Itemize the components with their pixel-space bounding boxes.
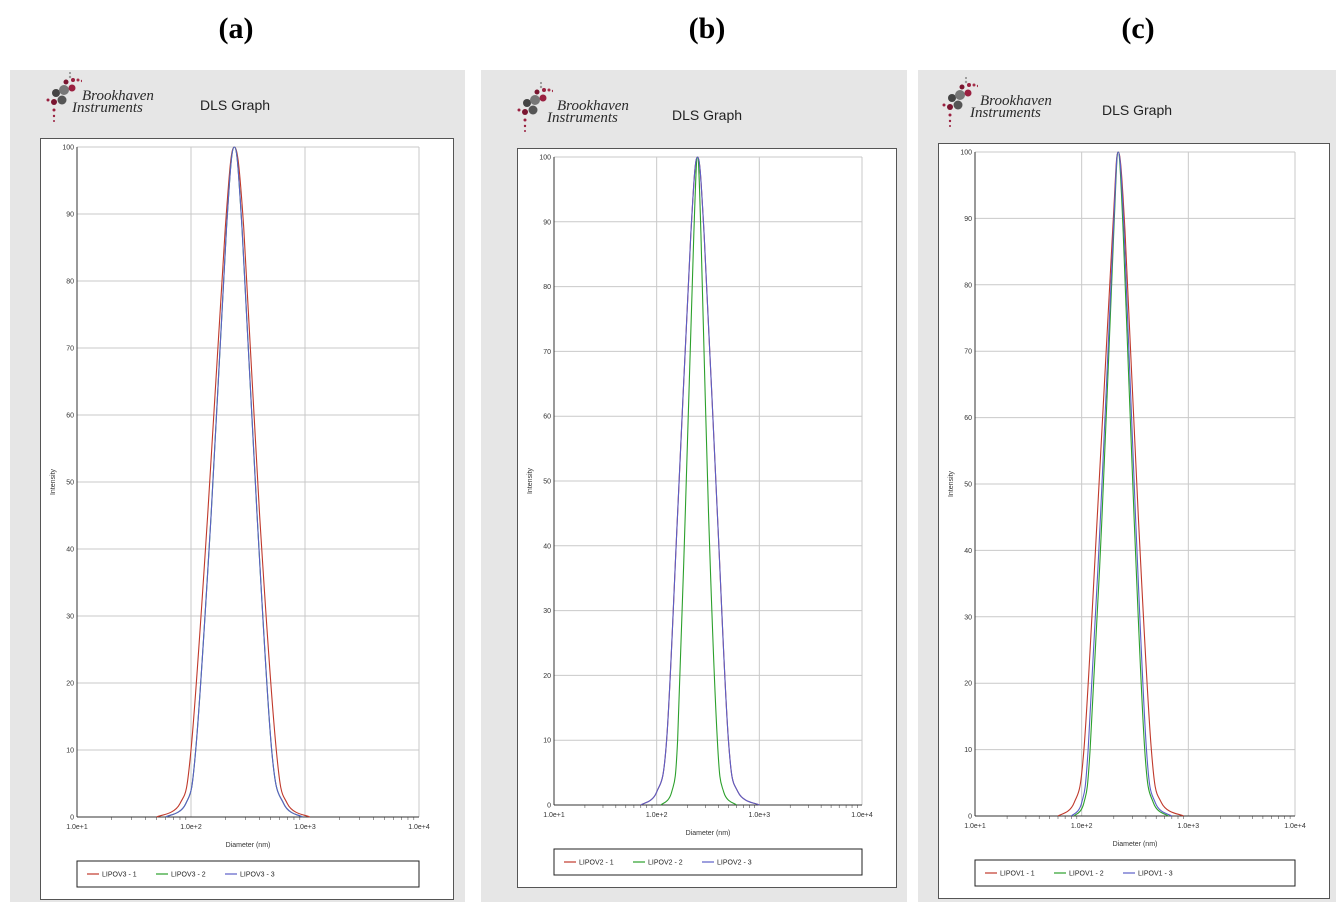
x-axis-label: Diameter (nm) xyxy=(226,842,271,849)
x-tick-label: 1.0e+3 xyxy=(749,812,771,819)
y-tick-label: 80 xyxy=(66,279,74,286)
y-axis-label: Intensity xyxy=(948,470,955,497)
y-tick-label: 60 xyxy=(543,414,551,421)
chart-svg: 0 10 20 30 40 50 60 70 80 90 100 1.0e+1 1.0e+2 1.0e+3… xyxy=(527,155,873,876)
graph-title: DLS Graph xyxy=(200,97,271,113)
legend-label: LIPOV3 - 2 xyxy=(171,872,206,879)
brookhaven-logo xyxy=(513,80,555,143)
x-axis-label: Diameter (nm) xyxy=(1113,841,1158,848)
series-line xyxy=(640,156,760,806)
x-tick-label: 1.0e+1 xyxy=(964,823,986,830)
y-tick-label: 60 xyxy=(66,413,74,420)
panel-label-b: (b) xyxy=(688,12,726,45)
legend-label: LIPOV2 - 3 xyxy=(717,860,752,867)
y-tick-label: 0 xyxy=(547,803,551,810)
plot-frame: 0 10 20 30 40 50 60 70 80 90 100 1.0e+1 1.0e+2 1.0e+3… xyxy=(40,138,454,900)
y-tick-label: 100 xyxy=(539,155,551,162)
x-tick-label: 1.0e+2 xyxy=(1071,823,1093,830)
dls-panel-a: Brookhaven Instruments DLS Graph 0 10 20 30… xyxy=(10,70,465,902)
y-tick-label: 20 xyxy=(66,681,74,688)
y-tick-label: 0 xyxy=(70,815,74,822)
plot-frame: 0 10 20 30 40 50 60 70 80 90 100 1.0e+1 1.0e+2 1.0e+3… xyxy=(517,148,897,888)
chart-svg: 0 10 20 30 40 50 60 70 80 90 100 1.0e+1 1.0e+2 1.0e+3… xyxy=(50,145,430,888)
y-tick-label: 40 xyxy=(66,547,74,554)
brookhaven-logo-icon xyxy=(517,82,555,132)
y-tick-label: 20 xyxy=(543,673,551,680)
y-tick-label: 0 xyxy=(968,814,972,821)
y-tick-label: 70 xyxy=(964,349,972,356)
legend-label: LIPOV2 - 2 xyxy=(648,860,683,867)
y-tick-label: 100 xyxy=(960,150,972,157)
panel-label-a: (a) xyxy=(218,12,254,45)
series-line xyxy=(1070,151,1173,817)
x-tick-label: 1.0e+1 xyxy=(543,812,565,819)
x-tick-label: 1.0e+3 xyxy=(1178,823,1200,830)
y-axis-label: Intensity xyxy=(527,467,534,494)
legend-label: LIPOV1 - 3 xyxy=(1138,871,1173,878)
y-tick-label: 10 xyxy=(964,747,972,754)
brookhaven-logo-icon xyxy=(942,77,980,127)
legend-label: LIPOV3 - 3 xyxy=(240,872,275,879)
legend-label: LIPOV2 - 1 xyxy=(579,860,614,867)
y-axis-label: Intensity xyxy=(50,468,57,495)
y-tick-label: 30 xyxy=(543,608,551,615)
x-tick-label: 1.0e+3 xyxy=(294,824,316,831)
brand-name-line2: Instruments xyxy=(72,100,143,116)
plot-frame: 0 10 20 30 40 50 60 70 80 90 100 1.0e+1 1.0e+2 1.0e+3… xyxy=(938,143,1330,899)
x-tick-label: 1.0e+2 xyxy=(180,824,202,831)
brookhaven-logo-icon xyxy=(46,72,84,122)
x-tick-label: 1.0e+4 xyxy=(1284,823,1306,830)
brand-name-line1: Brookhaven xyxy=(82,88,154,104)
y-tick-label: 60 xyxy=(964,415,972,422)
brand-name-line1: Brookhaven xyxy=(557,98,629,114)
panel-label-c: (c) xyxy=(1121,12,1155,45)
dls-panel-b: Brookhaven Instruments DLS Graph 0 10 20 30… xyxy=(481,70,907,902)
y-tick-label: 100 xyxy=(62,145,74,152)
y-tick-label: 90 xyxy=(964,216,972,223)
brand-name-line2: Instruments xyxy=(547,110,618,126)
graph-title: DLS Graph xyxy=(1102,102,1173,118)
y-tick-label: 50 xyxy=(543,479,551,486)
legend-label: LIPOV1 - 1 xyxy=(1000,871,1035,878)
y-tick-label: 90 xyxy=(543,219,551,226)
y-tick-label: 30 xyxy=(964,614,972,621)
y-tick-label: 80 xyxy=(964,282,972,289)
legend-box xyxy=(553,848,863,876)
y-tick-label: 90 xyxy=(66,212,74,219)
x-tick-label: 1.0e+1 xyxy=(66,824,88,831)
y-tick-label: 70 xyxy=(66,346,74,353)
legend-box xyxy=(76,860,420,888)
x-axis-label: Diameter (nm) xyxy=(686,830,731,837)
y-tick-label: 40 xyxy=(543,543,551,550)
legend-label: LIPOV3 - 1 xyxy=(102,872,137,879)
brookhaven-logo xyxy=(42,70,84,133)
y-tick-label: 10 xyxy=(543,738,551,745)
x-tick-label: 1.0e+4 xyxy=(851,812,873,819)
y-tick-label: 40 xyxy=(964,548,972,555)
y-tick-label: 70 xyxy=(543,349,551,356)
x-tick-label: 1.0e+4 xyxy=(408,824,430,831)
legend-label: LIPOV1 - 2 xyxy=(1069,871,1104,878)
brand-name-line1: Brookhaven xyxy=(980,93,1052,109)
dls-panel-c: Brookhaven Instruments DLS Graph 0 10 20 30… xyxy=(918,70,1336,902)
chart-svg: 0 10 20 30 40 50 60 70 80 90 100 1.0e+1 1.0e+2 1.0e+3… xyxy=(948,150,1306,887)
y-tick-label: 30 xyxy=(66,614,74,621)
y-tick-label: 50 xyxy=(964,482,972,489)
graph-title: DLS Graph xyxy=(672,107,743,123)
y-tick-label: 50 xyxy=(66,480,74,487)
y-tick-label: 20 xyxy=(964,681,972,688)
brookhaven-logo xyxy=(938,75,980,138)
x-tick-label: 1.0e+2 xyxy=(646,812,668,819)
y-tick-label: 80 xyxy=(543,284,551,291)
y-tick-label: 10 xyxy=(66,748,74,755)
brand-name-line2: Instruments xyxy=(970,105,1041,121)
series-line xyxy=(165,146,303,818)
